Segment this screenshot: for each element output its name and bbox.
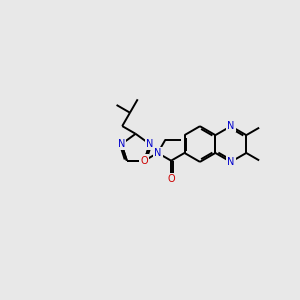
Text: O: O — [140, 156, 148, 166]
Text: N: N — [146, 139, 153, 149]
Text: N: N — [227, 157, 235, 167]
Text: N: N — [154, 148, 161, 158]
Text: N: N — [118, 139, 125, 149]
Text: O: O — [167, 174, 175, 184]
Text: N: N — [227, 121, 235, 131]
